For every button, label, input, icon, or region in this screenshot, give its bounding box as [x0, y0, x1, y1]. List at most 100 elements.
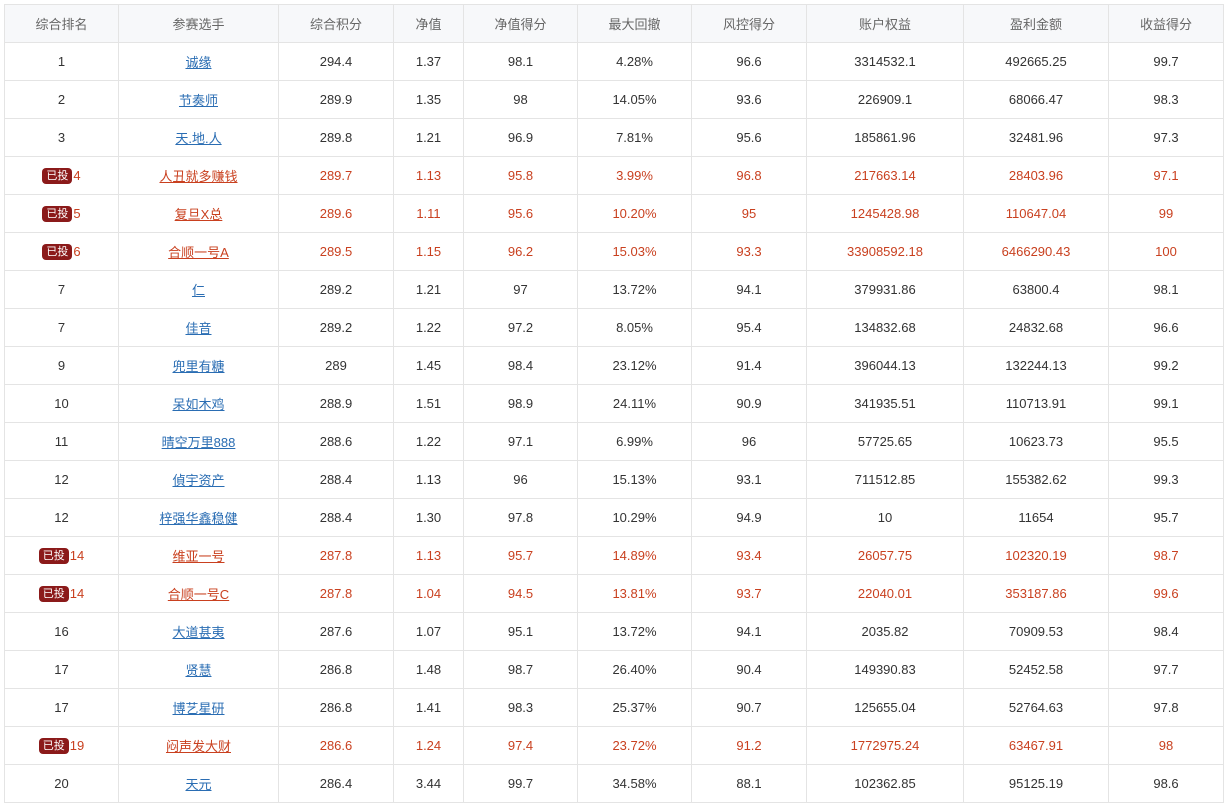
- cell-equity: 2035.82: [806, 612, 964, 651]
- player-link[interactable]: 诚缘: [185, 55, 212, 70]
- cell-return-score: 99.3: [1108, 460, 1224, 499]
- player-link[interactable]: 兜里有糖: [172, 359, 225, 374]
- player-link[interactable]: 大道甚夷: [172, 625, 225, 640]
- cell-nav: 1.24: [393, 726, 464, 765]
- cell-return-score: 99: [1108, 194, 1224, 233]
- cell-player: 闷声发大财: [118, 726, 279, 765]
- table-row: 已投 19 闷声发大财 286.6 1.24 97.4 23.72% 91.2 1772975.…: [4, 726, 1224, 765]
- cell-rank: 10: [4, 384, 119, 423]
- table-row: 2 节奏师 289.9 1.35 98 14.05% 93.6 226909.1 68066.4…: [4, 80, 1224, 119]
- cell-return-score: 95.5: [1108, 422, 1224, 461]
- cell-max-drawdown: 26.40%: [577, 650, 692, 689]
- player-link[interactable]: 闷声发大财: [165, 739, 231, 754]
- cell-score: 289: [278, 346, 394, 385]
- cell-score: 289.5: [278, 232, 394, 271]
- rank-value: 7: [57, 282, 66, 297]
- cell-nav-score: 97.1: [463, 422, 578, 461]
- cell-equity: 22040.01: [806, 574, 964, 613]
- cell-nav-score: 95.8: [463, 156, 578, 195]
- cell-rank: 已投 19: [4, 726, 119, 765]
- cell-equity: 396044.13: [806, 346, 964, 385]
- column-header-risk-score: 风控得分: [691, 4, 807, 43]
- player-link[interactable]: 复旦X总: [174, 207, 223, 222]
- cell-player: 合顺一号C: [118, 574, 279, 613]
- cell-rank: 已投 6: [4, 232, 119, 271]
- cell-profit: 52764.63: [963, 688, 1109, 727]
- cell-player: 呆如木鸡: [118, 384, 279, 423]
- cell-nav: 1.45: [393, 346, 464, 385]
- cell-profit: 11654: [963, 498, 1109, 537]
- cell-profit: 353187.86: [963, 574, 1109, 613]
- cell-score: 288.4: [278, 460, 394, 499]
- cell-max-drawdown: 23.12%: [577, 346, 692, 385]
- column-header-return-score: 收益得分: [1108, 4, 1224, 43]
- cell-profit: 63800.4: [963, 270, 1109, 309]
- player-link[interactable]: 仁: [191, 283, 205, 298]
- cell-return-score: 97.3: [1108, 118, 1224, 157]
- player-link[interactable]: 博艺星研: [172, 701, 225, 716]
- cell-nav-score: 96.9: [463, 118, 578, 157]
- player-link[interactable]: 佳音: [185, 321, 212, 336]
- cell-nav-score: 96: [463, 460, 578, 499]
- cell-return-score: 95.7: [1108, 498, 1224, 537]
- cell-nav-score: 95.7: [463, 536, 578, 575]
- player-link[interactable]: 梓强华鑫稳健: [159, 511, 238, 526]
- column-header-rank: 综合排名: [4, 4, 119, 43]
- player-link[interactable]: 人丑就多赚钱: [159, 169, 238, 184]
- player-link[interactable]: 节奏师: [178, 93, 218, 108]
- cell-score: 289.7: [278, 156, 394, 195]
- cell-return-score: 98.6: [1108, 764, 1224, 803]
- rank-value: 5: [73, 205, 81, 221]
- table-row: 12 偵宇资产 288.4 1.13 96 15.13% 93.1 711512.85 1553…: [4, 460, 1224, 499]
- cell-nav-score: 96.2: [463, 232, 578, 271]
- player-link[interactable]: 合顺一号A: [168, 245, 229, 260]
- player-link[interactable]: 合顺一号C: [167, 587, 230, 602]
- cell-return-score: 100: [1108, 232, 1224, 271]
- cell-equity: 226909.1: [806, 80, 964, 119]
- cell-player: 梓强华鑫稳健: [118, 498, 279, 537]
- player-link[interactable]: 贤慧: [185, 663, 212, 678]
- cell-score: 288.6: [278, 422, 394, 461]
- rank-value: 12: [54, 510, 69, 525]
- invested-badge: 已投: [42, 167, 73, 184]
- cell-nav-score: 97.8: [463, 498, 578, 537]
- cell-nav: 1.37: [393, 42, 464, 81]
- cell-equity: 1245428.98: [806, 194, 964, 233]
- cell-nav-score: 94.5: [463, 574, 578, 613]
- cell-rank: 3: [4, 118, 119, 157]
- player-link[interactable]: 偵宇资产: [172, 473, 225, 488]
- cell-rank: 已投 14: [4, 536, 119, 575]
- cell-nav-score: 98.4: [463, 346, 578, 385]
- cell-rank: 2: [4, 80, 119, 119]
- column-header-nav-score: 净值得分: [463, 4, 578, 43]
- cell-player: 偵宇资产: [118, 460, 279, 499]
- rank-value: 11: [54, 434, 69, 449]
- cell-equity: 149390.83: [806, 650, 964, 689]
- table-row: 已投 6 合顺一号A 289.5 1.15 96.2 15.03% 93.3 33908592.…: [4, 232, 1224, 271]
- table-row: 1 诚缘 294.4 1.37 98.1 4.28% 96.6 3314532.1 492665…: [4, 42, 1224, 81]
- cell-risk-score: 95.6: [691, 118, 807, 157]
- table-header-row: 综合排名 参赛选手 综合积分 净值 净值得分 最大回撤 风控得分 账户权益 盈利…: [4, 4, 1224, 43]
- player-link[interactable]: 维亚一号: [172, 549, 225, 564]
- cell-player: 大道甚夷: [118, 612, 279, 651]
- cell-risk-score: 90.7: [691, 688, 807, 727]
- cell-equity: 711512.85: [806, 460, 964, 499]
- player-link[interactable]: 晴空万里888: [161, 435, 236, 450]
- player-link[interactable]: 呆如木鸡: [172, 397, 225, 412]
- table-row: 已投 14 维亚一号 287.8 1.13 95.7 14.89% 93.4 26057.75 1…: [4, 536, 1224, 575]
- player-link[interactable]: 天元: [185, 777, 212, 792]
- cell-nav-score: 97.2: [463, 308, 578, 347]
- cell-equity: 185861.96: [806, 118, 964, 157]
- player-link[interactable]: 天.地.人: [175, 131, 222, 146]
- cell-risk-score: 91.4: [691, 346, 807, 385]
- table-row: 9 兜里有糖 289 1.45 98.4 23.12% 91.4 396044.13 13224…: [4, 346, 1224, 385]
- cell-profit: 95125.19: [963, 764, 1109, 803]
- cell-nav: 1.21: [393, 118, 464, 157]
- cell-equity: 26057.75: [806, 536, 964, 575]
- cell-player: 天.地.人: [118, 118, 279, 157]
- cell-equity: 57725.65: [806, 422, 964, 461]
- cell-rank: 7: [4, 270, 119, 309]
- cell-score: 289.9: [278, 80, 394, 119]
- cell-risk-score: 95: [691, 194, 807, 233]
- cell-risk-score: 93.4: [691, 536, 807, 575]
